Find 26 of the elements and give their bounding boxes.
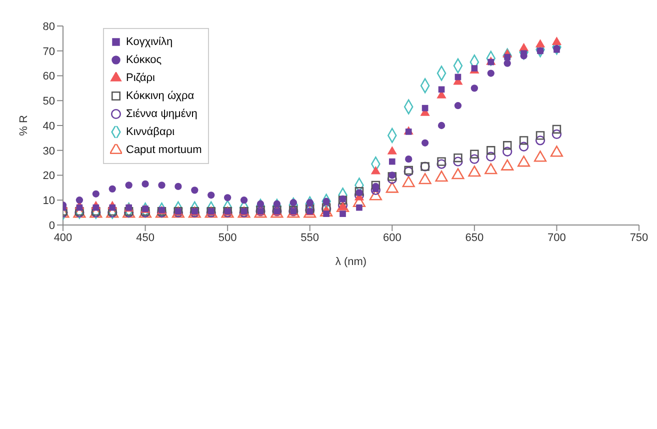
x-tick-label: 750 bbox=[630, 232, 648, 244]
x-tick-label: 550 bbox=[300, 232, 320, 244]
x-tick-label: 500 bbox=[218, 232, 237, 244]
legend-label: Caput mortuum bbox=[126, 144, 202, 156]
y-tick-label: 70 bbox=[42, 46, 55, 58]
legend-label: Κόκκος bbox=[126, 54, 162, 66]
x-tick-label: 400 bbox=[54, 232, 72, 244]
y-tick-label: 20 bbox=[42, 170, 55, 182]
y-tick-label: 80 bbox=[42, 20, 55, 33]
x-tick-label: 600 bbox=[382, 232, 402, 244]
y-tick-label: 30 bbox=[42, 145, 55, 158]
legend-label: Κιννάβαρι bbox=[126, 126, 175, 138]
y-tick-label: 50 bbox=[42, 96, 55, 108]
legend-label: Σιέννα ψημένη bbox=[126, 108, 198, 120]
y-tick-label: 40 bbox=[42, 120, 55, 132]
legend-label: Ριζάρι bbox=[126, 72, 155, 84]
y-axis-title: % R bbox=[18, 115, 30, 136]
x-tick-label: 650 bbox=[465, 232, 484, 244]
y-tick-label: 10 bbox=[42, 195, 55, 208]
y-tick-label: 60 bbox=[42, 70, 55, 83]
legend-label: Κόκκινη ώχρα bbox=[126, 90, 194, 102]
y-tick-label: 0 bbox=[48, 220, 55, 232]
x-tick-label: 700 bbox=[548, 232, 566, 244]
x-tick-label: 450 bbox=[136, 232, 154, 244]
x-axis-title: λ (nm) bbox=[335, 256, 367, 268]
legend-label: Κογχινίλη bbox=[126, 36, 173, 48]
